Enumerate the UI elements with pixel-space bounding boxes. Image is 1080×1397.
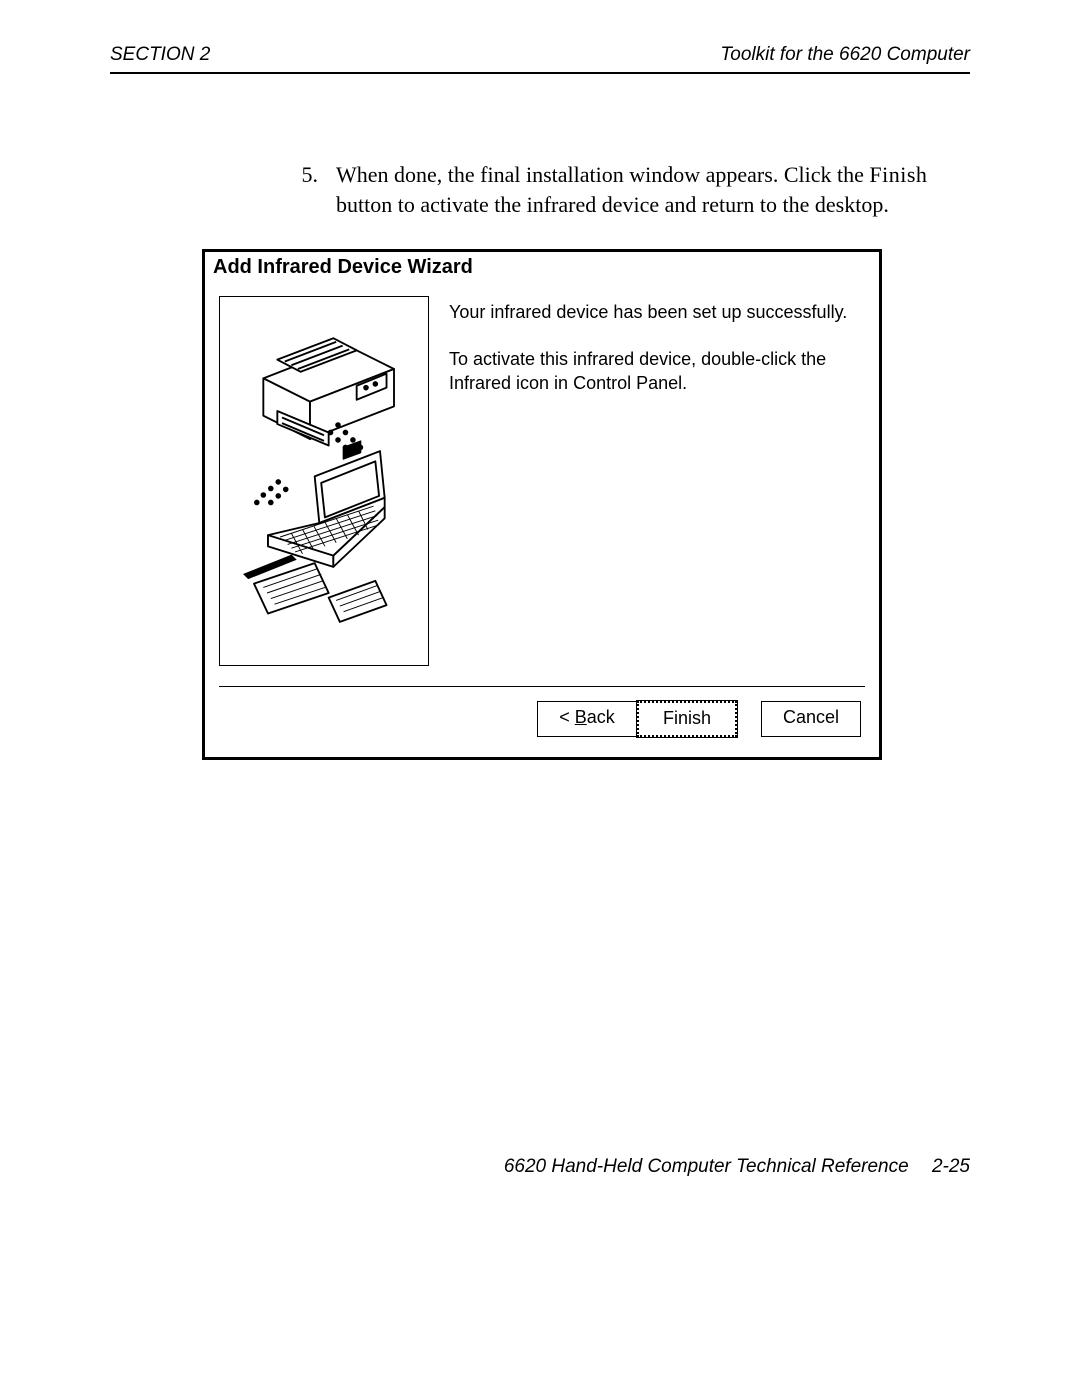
step-text: When done, the final installation window… bbox=[336, 160, 930, 219]
step-text-post: button to activate the infrared device a… bbox=[336, 192, 889, 217]
back-rest: ack bbox=[587, 707, 615, 727]
step-finish-word: Finish bbox=[869, 162, 927, 187]
wizard-titlebar: Add Infrared Device Wizard bbox=[205, 252, 879, 286]
footer-page-number: 2-25 bbox=[932, 1156, 970, 1177]
step-text-pre: When done, the final installation window… bbox=[336, 162, 869, 187]
wizard-body-text: Your infrared device has been set up suc… bbox=[449, 296, 865, 666]
wizard-line1: Your infrared device has been set up suc… bbox=[449, 300, 859, 324]
running-header: SECTION 2 Toolkit for the 6620 Computer bbox=[110, 44, 970, 74]
page-footer: 6620 Hand-Held Computer Technical Refere… bbox=[110, 1156, 970, 1178]
back-accelerator: B bbox=[575, 707, 587, 727]
header-title: Toolkit for the 6620 Computer bbox=[720, 44, 970, 66]
finish-label: Finish bbox=[663, 708, 711, 728]
wizard-dialog: Add Infrared Device Wizard bbox=[202, 249, 882, 759]
step-number: 5. bbox=[290, 160, 318, 219]
back-button[interactable]: < Back bbox=[537, 701, 637, 736]
printer-laptop-icon bbox=[226, 303, 422, 659]
finish-button[interactable]: Finish bbox=[637, 701, 737, 736]
header-section: SECTION 2 bbox=[110, 44, 210, 66]
wizard-line2: To activate this infrared device, double… bbox=[449, 347, 859, 396]
back-prefix: < bbox=[559, 707, 575, 727]
footer-text: 6620 Hand-Held Computer Technical Refere… bbox=[504, 1156, 909, 1177]
cancel-label: Cancel bbox=[783, 707, 839, 727]
wizard-button-row: < Back Finish Cancel bbox=[205, 687, 879, 756]
wizard-illustration bbox=[219, 296, 429, 666]
instruction-step: 5. When done, the final installation win… bbox=[290, 160, 930, 219]
cancel-button[interactable]: Cancel bbox=[761, 701, 861, 736]
